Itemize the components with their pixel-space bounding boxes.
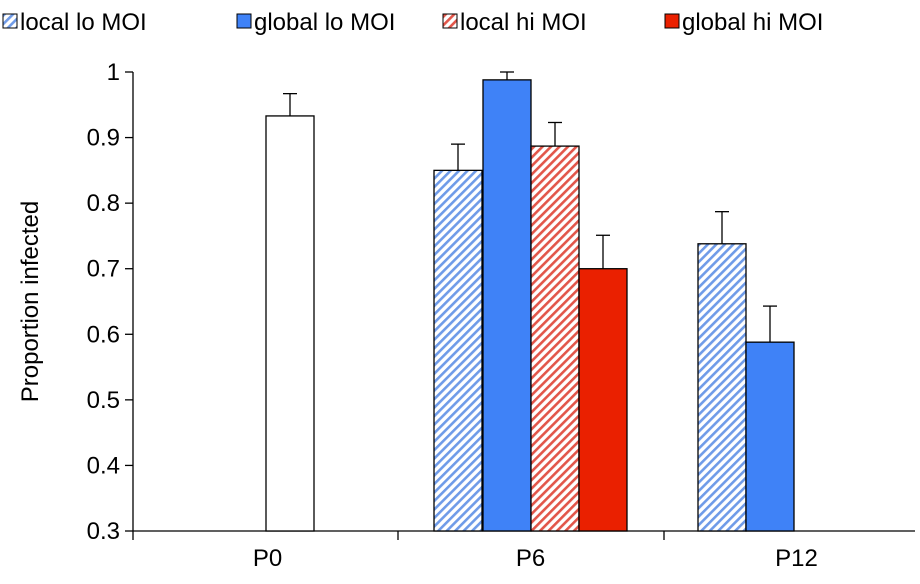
x-tick-label-p0: P0 (253, 545, 282, 572)
legend-swatch-local-hi-moi (442, 13, 458, 29)
bar-local-lo-moi-p12 (697, 243, 747, 532)
bar-global-hi-moi-p6 (578, 268, 628, 532)
legend-swatch-local-lo-moi (2, 13, 18, 29)
y-tick-label-1: 1 (107, 59, 120, 86)
plot-area: 0.3 0.4 0.5 0.6 0.7 0.8 0.9 1 P0 P6 P12 Proportion … (17, 59, 915, 572)
bar-global-lo-moi-p12 (745, 341, 795, 532)
y-tick-label-0-4: 0.4 (87, 452, 120, 479)
bar-local-lo-moi-p6 (433, 169, 483, 532)
legend-swatch-global-lo-moi (236, 13, 252, 29)
bar-local-hi-moi-p6 (530, 145, 580, 532)
y-tick-label-0-7: 0.7 (87, 256, 120, 283)
legend-label-global-hi-moi: global hi MOI (682, 9, 823, 36)
x-tick-label-p12: P12 (775, 545, 818, 572)
y-axis-label: Proportion infected (17, 201, 44, 402)
legend-label-local-hi-moi: local hi MOI (460, 9, 587, 36)
y-tick-label-0-5: 0.5 (87, 387, 120, 414)
y-tick-label-0-3: 0.3 (87, 518, 120, 545)
legend: local lo MOI global lo MOI local hi MOI glo… (2, 9, 823, 36)
legend-swatch-global-hi-moi (664, 13, 680, 29)
y-tick-label-0-8: 0.8 (87, 190, 120, 217)
y-tick-label-0-6: 0.6 (87, 321, 120, 348)
legend-label-local-lo-moi: local lo MOI (20, 9, 147, 36)
x-tick-label-p6: P6 (516, 545, 545, 572)
legend-label-global-lo-moi: global lo MOI (254, 9, 395, 36)
bar-baseline-p0 (265, 115, 315, 532)
y-tick-label-0-9: 0.9 (87, 125, 120, 152)
bar-global-lo-moi-p6 (482, 79, 532, 532)
